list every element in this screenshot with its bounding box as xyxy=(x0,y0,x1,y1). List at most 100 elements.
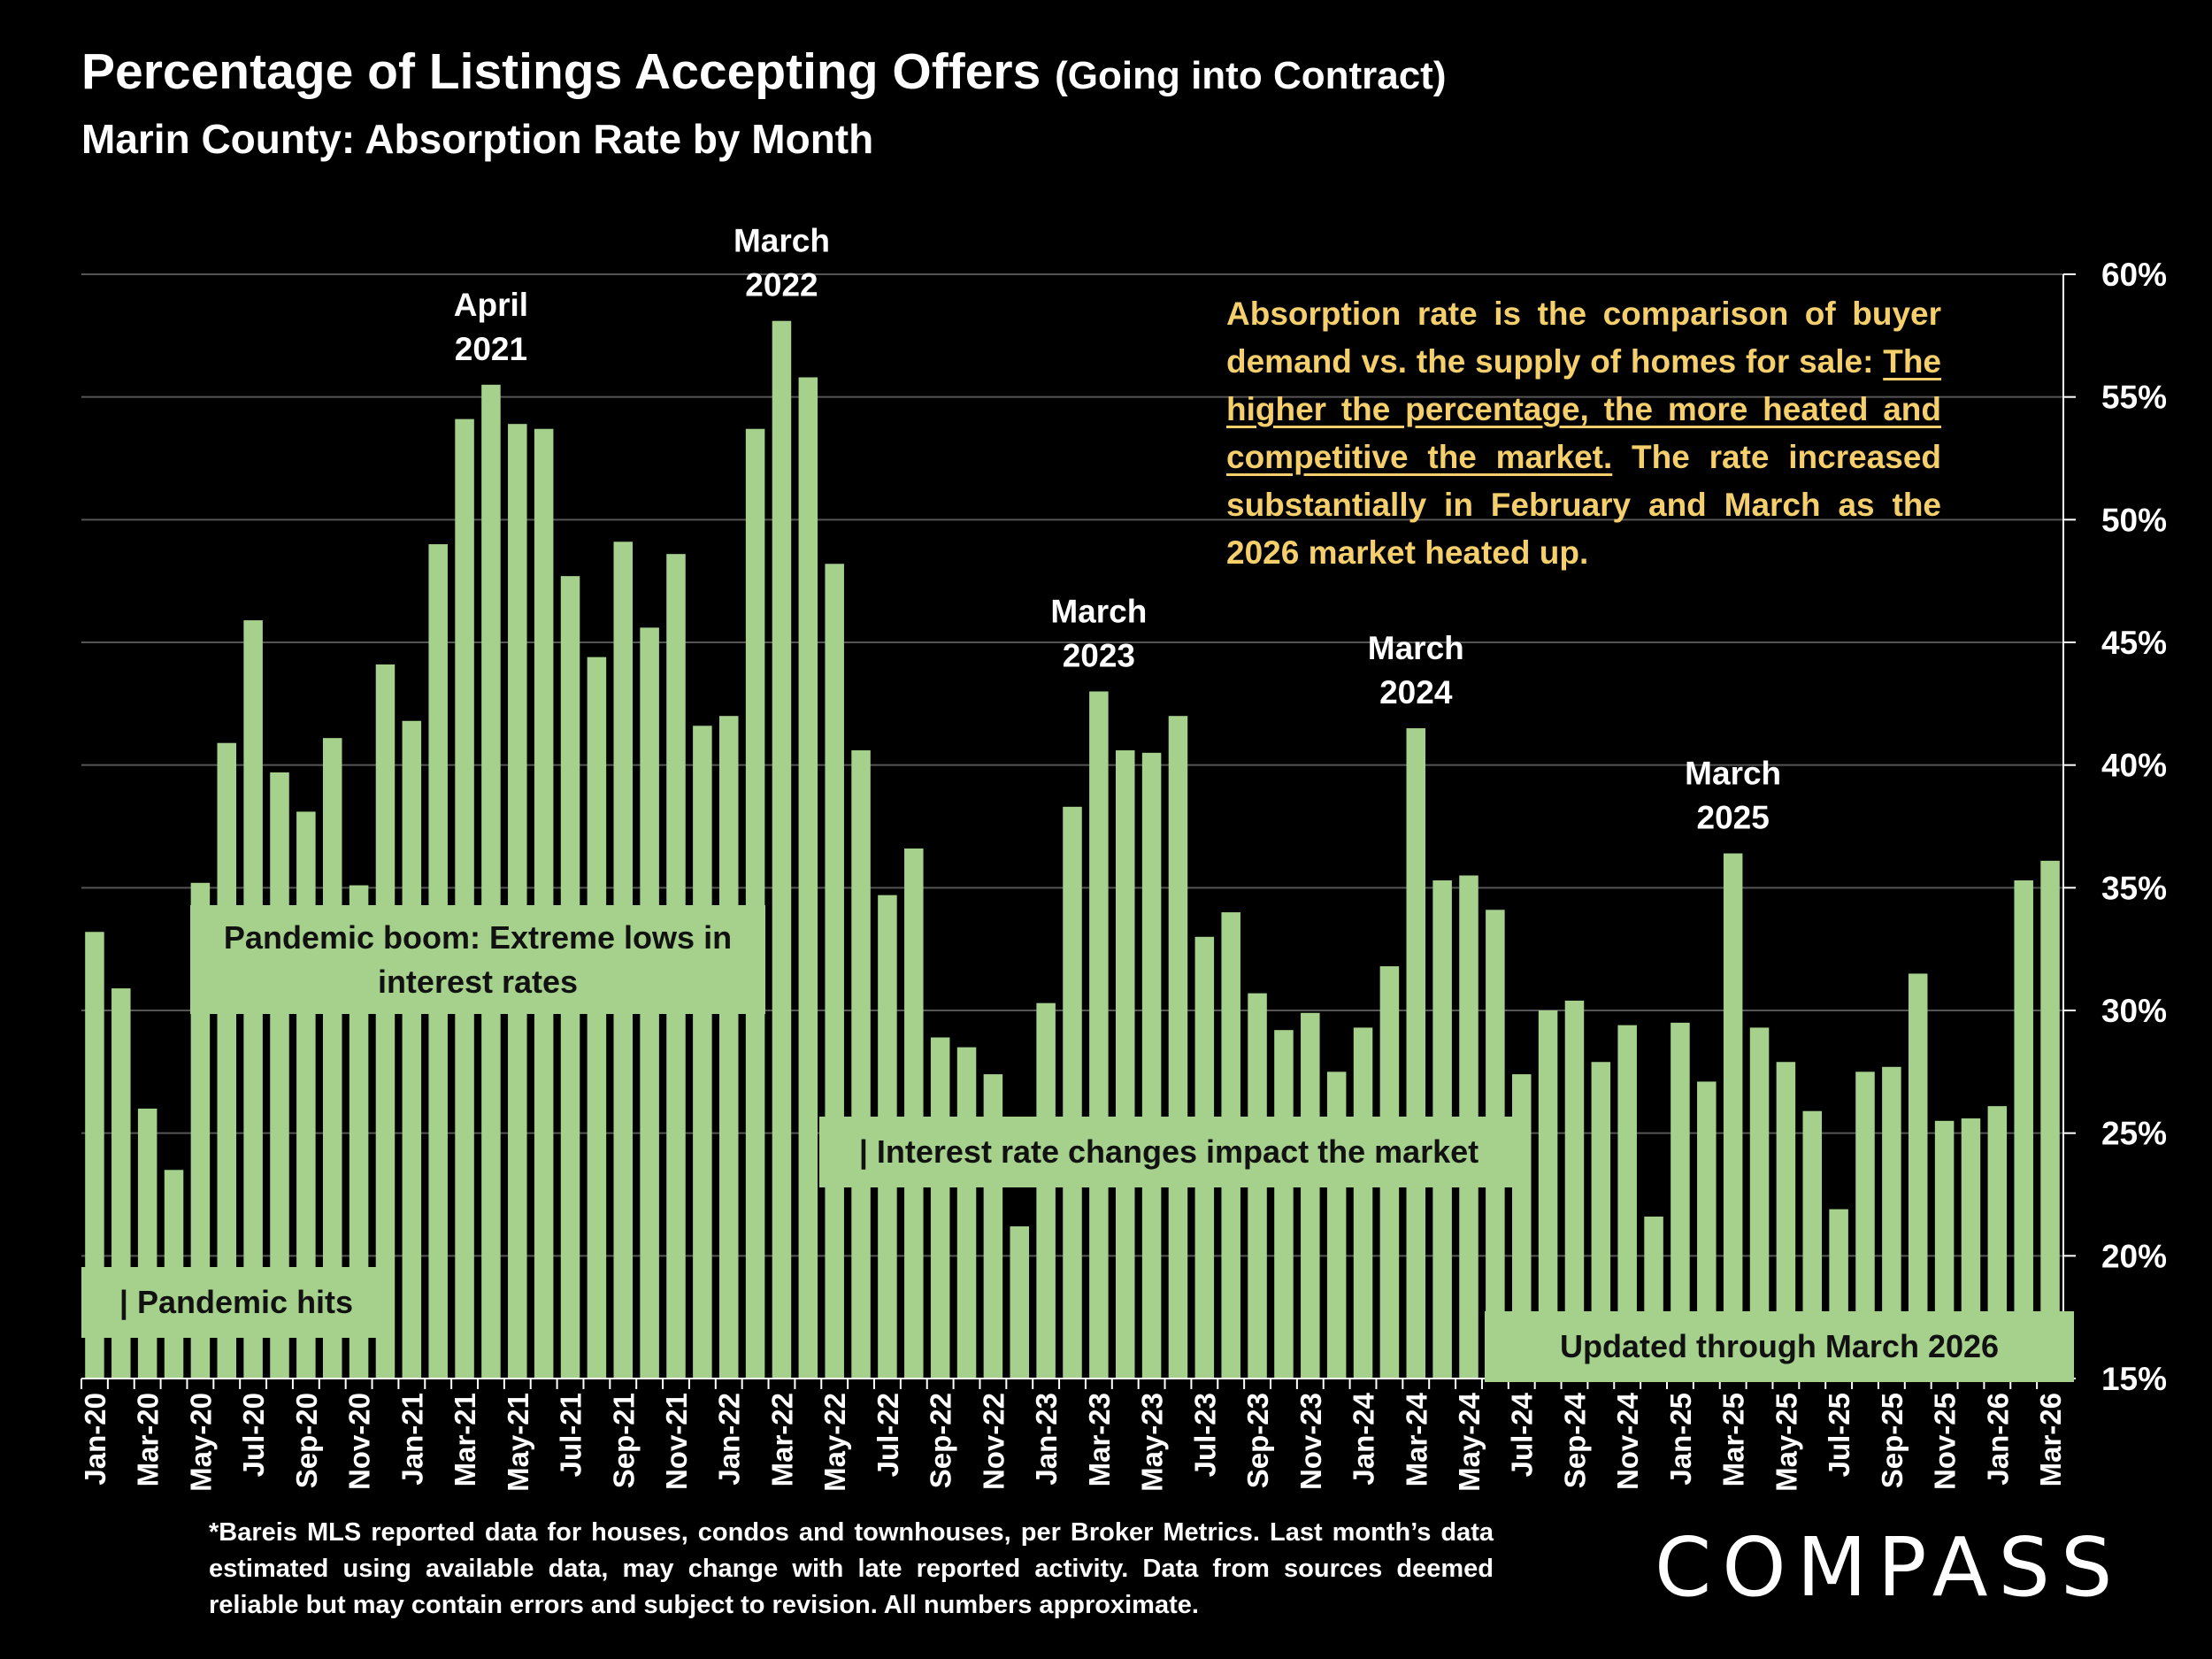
x-tick-label: Jan-24 xyxy=(1348,1392,1380,1485)
bar-Jan-22 xyxy=(718,716,739,1379)
bar-Mar-24 xyxy=(1406,728,1426,1379)
x-tick-label: Mar-22 xyxy=(765,1393,798,1486)
bar-Feb-23 xyxy=(1063,806,1082,1379)
x-tick-label: Nov-22 xyxy=(977,1393,1010,1490)
y-tick-label: 60% xyxy=(2101,257,2167,293)
x-tick-label: Jul-25 xyxy=(1823,1393,1855,1477)
bar-Jun-22 xyxy=(851,750,871,1379)
chart-title: Percentage of Listings Accepting Offers … xyxy=(81,42,1447,101)
bar-Mar-20 xyxy=(137,1108,157,1379)
bar-Sep-22 xyxy=(930,1037,950,1379)
annotation-label: 2024 xyxy=(1379,674,1453,710)
annotation-label: March xyxy=(1368,630,1464,666)
bar-Sep-24 xyxy=(1564,1000,1585,1379)
bar-Dec-21 xyxy=(693,726,712,1379)
y-tick-label: 55% xyxy=(2101,380,2167,416)
note-part1: Absorption rate is the comparison of buy… xyxy=(1226,296,1941,380)
x-tick-label: Sep-20 xyxy=(290,1393,323,1488)
y-tick-labels: 15% 20% 25% 30% 35% 40% 45% 50% 55% 60% xyxy=(2101,257,2167,1397)
bar-May-25 xyxy=(1776,1062,1796,1379)
x-tick-label: Nov-20 xyxy=(343,1393,376,1490)
callout-pandemic-boom: Pandemic boom: Extreme lows in interest … xyxy=(190,905,765,1014)
x-tick-label: Sep-23 xyxy=(1241,1393,1274,1488)
x-tick-label: Mar-24 xyxy=(1400,1392,1432,1486)
bar-Jun-23 xyxy=(1168,716,1188,1379)
bar-May-23 xyxy=(1141,752,1162,1379)
x-tick-label: Jul-20 xyxy=(237,1393,270,1477)
annotation-label: April xyxy=(454,287,528,323)
bar-Feb-26 xyxy=(2014,880,2033,1379)
x-tick-label: May-22 xyxy=(818,1393,851,1492)
x-tick-label: Jul-23 xyxy=(1188,1393,1221,1477)
x-tick-label: Sep-21 xyxy=(607,1393,640,1488)
bar-Jan-20 xyxy=(85,932,104,1379)
callout-pandemic-hits: | Pandemic hits xyxy=(81,1267,391,1338)
bar-Jun-20 xyxy=(217,742,237,1379)
x-tick-label: Mar-20 xyxy=(132,1393,165,1486)
bar-Dec-20 xyxy=(375,664,396,1379)
x-tick-label: Sep-25 xyxy=(1876,1393,1909,1488)
bar-Mar-23 xyxy=(1089,691,1109,1379)
x-tick-label: Nov-24 xyxy=(1611,1392,1644,1490)
note-part2: The rate increased substantially in Febr… xyxy=(1226,439,1941,571)
x-tick-label: Jan-22 xyxy=(713,1393,746,1486)
annotation-label: March xyxy=(733,223,830,259)
x-tick-label: Jan-23 xyxy=(1030,1393,1063,1486)
bar-Feb-22 xyxy=(745,428,765,1379)
x-tick-label: May-24 xyxy=(1453,1392,1486,1492)
bar-Sep-25 xyxy=(1882,1066,1901,1379)
bar-Aug-22 xyxy=(904,848,924,1379)
bar-Oct-25 xyxy=(1908,973,1928,1379)
bar-May-21 xyxy=(508,424,527,1379)
annotation-label: 2025 xyxy=(1697,800,1770,836)
bar-Apr-21 xyxy=(481,384,501,1379)
bar-Feb-25 xyxy=(1697,1081,1717,1379)
x-tick-label: May-21 xyxy=(502,1393,534,1492)
chart-subtitle: Marin County: Absorption Rate by Month xyxy=(81,116,874,162)
bar-Jan-25 xyxy=(1671,1022,1690,1379)
x-tick-label: May-25 xyxy=(1770,1393,1802,1492)
bar-Mar-22 xyxy=(772,320,792,1379)
y-tick-label: 15% xyxy=(2101,1361,2167,1397)
x-tick-label: Jan-21 xyxy=(396,1393,428,1486)
compass-logo: COMPASS xyxy=(1655,1520,2124,1615)
x-tick-labels: Jan-20 Mar-20 May-20 Jul-20 Sep-20 Nov-20 Jan-… xyxy=(79,1392,2067,1492)
bar-May-22 xyxy=(825,564,844,1379)
bar-Mar-25 xyxy=(1723,853,1743,1379)
x-tick-label: May-20 xyxy=(184,1393,217,1492)
bar-Oct-20 xyxy=(322,738,342,1379)
bar-Jan-23 xyxy=(1036,1002,1056,1379)
bar-Mar-21 xyxy=(455,419,474,1379)
axes xyxy=(81,273,2076,1389)
bar-Apr-23 xyxy=(1115,750,1135,1379)
annotation-label: 2022 xyxy=(745,267,818,303)
x-tick-label: Jan-26 xyxy=(1981,1393,2014,1486)
bar-Nov-24 xyxy=(1617,1025,1637,1379)
y-tick-label: 35% xyxy=(2101,870,2167,906)
bar-Aug-21 xyxy=(587,657,607,1379)
y-tick-label: 50% xyxy=(2101,502,2167,538)
bar-Apr-22 xyxy=(798,377,818,1379)
annotation-label: March xyxy=(1685,756,1781,792)
x-tick-label: Sep-24 xyxy=(1558,1392,1591,1488)
bar-Oct-24 xyxy=(1591,1062,1611,1379)
x-tick-label: Nov-25 xyxy=(1929,1393,1962,1490)
x-tick-label: Jan-20 xyxy=(79,1393,111,1486)
x-tick-label: Mar-25 xyxy=(1717,1393,1750,1486)
bar-Nov-23 xyxy=(1301,1012,1320,1379)
x-tick-label: Jul-21 xyxy=(555,1393,588,1477)
bar-Jan-21 xyxy=(402,720,422,1379)
x-tick-label: Mar-26 xyxy=(2034,1393,2067,1486)
bar-Jan-24 xyxy=(1353,1027,1373,1379)
bar-Jan-26 xyxy=(1987,1106,2008,1379)
title-main: Percentage of Listings Accepting Offers xyxy=(81,43,1041,100)
callout-updated: Updated through March 2026 xyxy=(1485,1311,2074,1382)
y-tick-label: 40% xyxy=(2101,748,2167,784)
bar-Jun-21 xyxy=(534,428,554,1379)
annotation-label: 2021 xyxy=(455,331,527,367)
absorption-note: Absorption rate is the comparison of buy… xyxy=(1226,290,1941,577)
bar-Aug-25 xyxy=(1855,1071,1875,1379)
annotation-label: March xyxy=(1050,593,1147,629)
y-tick-label: 30% xyxy=(2101,993,2167,1029)
